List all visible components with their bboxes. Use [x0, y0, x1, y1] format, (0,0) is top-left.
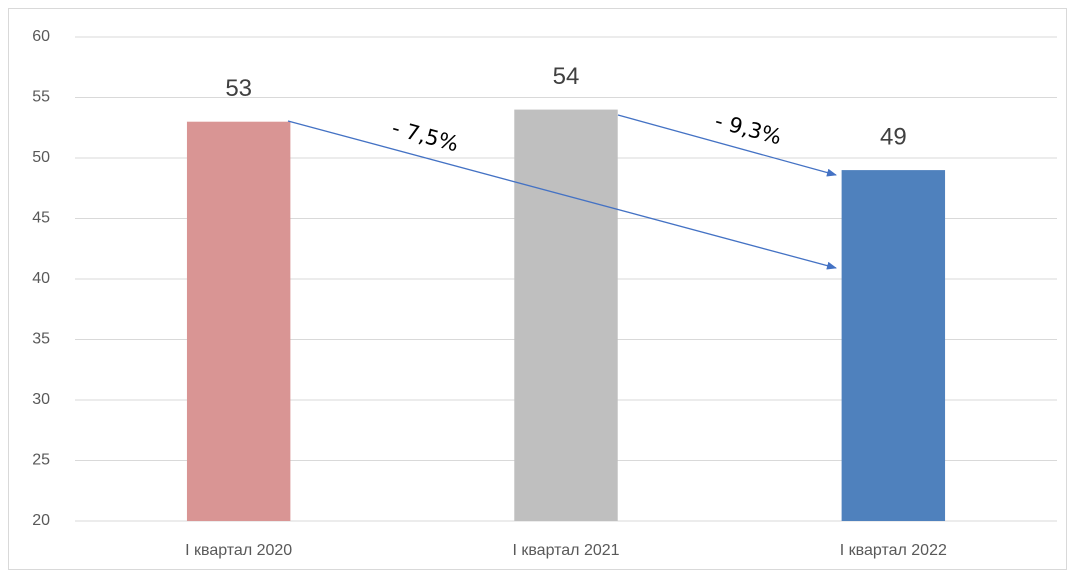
y-tick-label: 30: [32, 391, 50, 408]
value-label: 54: [553, 63, 580, 90]
x-tick-label: I квартал 2022: [840, 542, 947, 559]
bar: [841, 170, 946, 521]
y-tick-label: 60: [32, 28, 50, 45]
y-tick-label: 55: [32, 89, 50, 106]
x-tick-label: I квартал 2020: [185, 542, 292, 559]
y-tick-label: 40: [32, 270, 50, 287]
y-tick-label: 25: [32, 452, 50, 469]
y-tick-label: 50: [32, 149, 50, 166]
value-label: 53: [225, 75, 252, 102]
y-tick-label: 45: [32, 210, 50, 227]
bar: [186, 121, 291, 521]
value-label: 49: [880, 123, 907, 150]
arrow: [287, 120, 837, 270]
y-tick-label: 35: [32, 331, 50, 348]
arrow: [617, 114, 837, 177]
bar: [514, 109, 618, 521]
x-tick-label: I квартал 2021: [512, 542, 619, 559]
y-tick-label: 20: [32, 512, 50, 529]
